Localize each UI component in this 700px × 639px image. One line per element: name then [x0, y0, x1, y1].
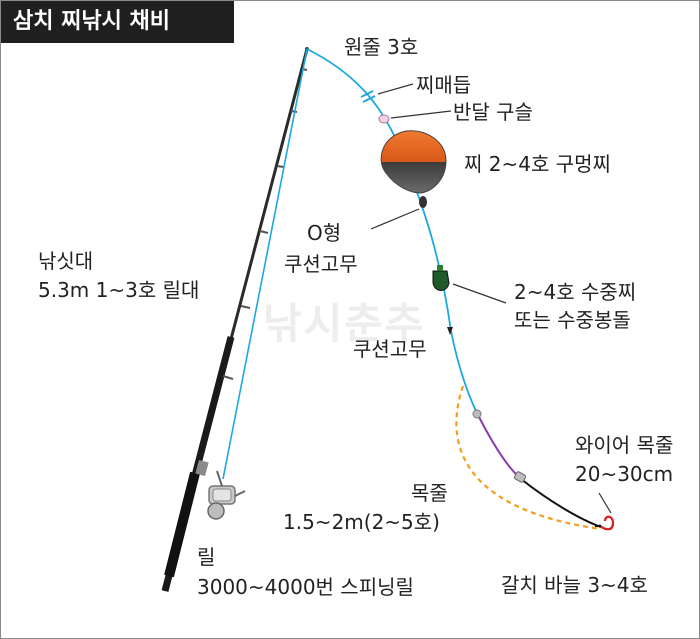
wire-leader-line [520, 478, 602, 528]
label-hook: 갈치 바늘 3~4호 [501, 573, 648, 597]
label-o-ring: O형 [307, 221, 342, 245]
label-leader-spec: 1.5~2m(2~5호) [283, 510, 440, 534]
main-line-to-tip [222, 48, 308, 480]
swivel-connector [513, 471, 527, 483]
label-rod-title: 낚싯대 [38, 249, 94, 273]
float-body [380, 130, 447, 194]
hook [595, 515, 615, 531]
dashed-leader-arc [455, 385, 602, 531]
label-leader: 목줄 [411, 481, 448, 505]
label-underwater-sinker: 또는 수중봉돌 [514, 308, 631, 332]
swivel-bead-upper [472, 409, 482, 419]
label-float: 찌 2~4호 구멍찌 [464, 152, 611, 176]
label-main-line: 원줄 3호 [344, 35, 419, 59]
underwater-float [432, 265, 450, 291]
label-wire-leader: 와이어 목줄 [575, 433, 674, 457]
fishing-rod [161, 47, 309, 592]
spinning-reel [207, 470, 246, 520]
main-line-rig [306, 48, 477, 412]
label-half-bead: 반달 구슬 [453, 100, 533, 124]
label-reel-spec: 3000~4000번 스피닝릴 [197, 575, 414, 599]
page-title: 삼치 찌낚시 채비 [1, 1, 234, 43]
cushion-rubber-marker [447, 327, 453, 335]
label-wire-leader-length: 20~30cm [575, 462, 674, 486]
label-reel: 릴 [197, 545, 216, 569]
label-cushion-rubber: 쿠션고무 [353, 337, 427, 361]
label-o-ring-cushion: 쿠션고무 [284, 252, 358, 276]
o-ring-cushion [419, 196, 427, 208]
half-bead [378, 114, 390, 124]
float-stopper [360, 90, 376, 103]
watermark: 낚시춘추 [263, 299, 426, 348]
leader-line [475, 410, 522, 480]
label-underwater-float: 2~4호 수중찌 [514, 280, 637, 304]
label-rod-spec: 5.3m 1~3호 릴대 [38, 278, 200, 302]
label-float-stopper: 찌매듭 [416, 73, 472, 97]
